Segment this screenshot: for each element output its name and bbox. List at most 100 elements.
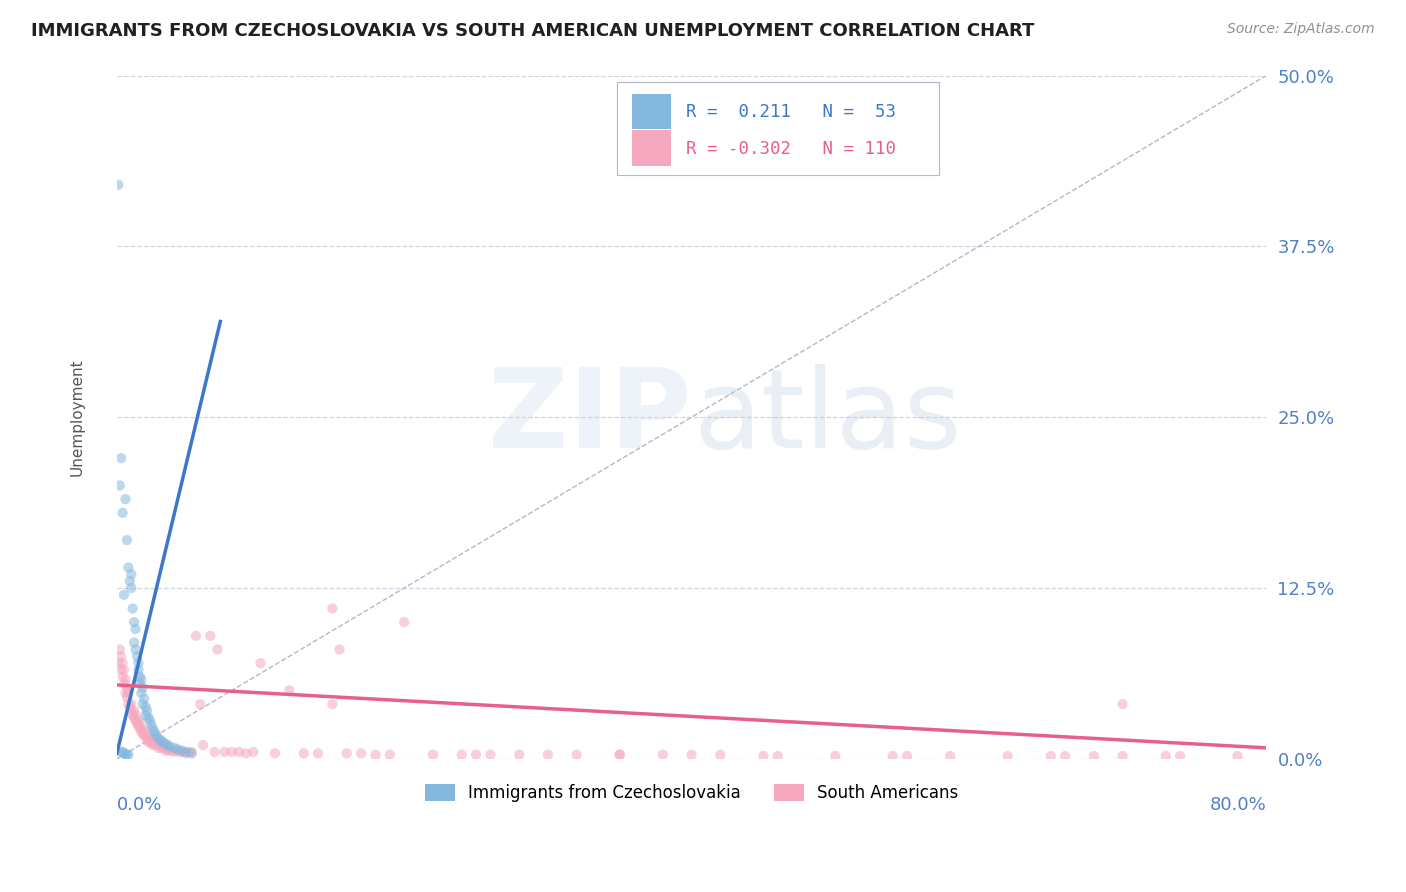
Point	[997, 749, 1019, 764]
Point	[124, 714, 146, 728]
Point	[115, 690, 138, 705]
Point	[112, 676, 135, 690]
Point	[152, 735, 174, 749]
Point	[321, 697, 343, 711]
Point	[153, 740, 176, 755]
Point	[122, 615, 145, 629]
Point	[139, 714, 162, 728]
Point	[207, 642, 229, 657]
Point	[114, 747, 136, 762]
Point	[150, 740, 173, 755]
Point	[235, 747, 257, 761]
Point	[120, 581, 142, 595]
Point	[824, 749, 846, 764]
Point	[138, 730, 160, 744]
Point	[117, 747, 139, 762]
Point	[149, 738, 172, 752]
Point	[124, 642, 146, 657]
Point	[156, 740, 179, 755]
Point	[111, 656, 134, 670]
Point	[135, 724, 157, 739]
Point	[321, 601, 343, 615]
Point	[142, 732, 165, 747]
Point	[1054, 749, 1077, 764]
Point	[128, 676, 150, 690]
Point	[152, 738, 174, 752]
Text: R = -0.302   N = 110: R = -0.302 N = 110	[686, 140, 896, 158]
Point	[128, 670, 150, 684]
Text: 0.0%: 0.0%	[117, 797, 162, 814]
Point	[565, 747, 588, 762]
Point	[122, 704, 145, 718]
Text: ZIP: ZIP	[488, 364, 692, 471]
Point	[709, 747, 731, 762]
Point	[163, 745, 186, 759]
Point	[139, 732, 162, 747]
Point	[138, 711, 160, 725]
Point	[120, 567, 142, 582]
Point	[134, 691, 156, 706]
Point	[651, 747, 673, 762]
Point	[127, 719, 149, 733]
Point	[221, 745, 243, 759]
Point	[465, 747, 488, 762]
Text: Source: ZipAtlas.com: Source: ZipAtlas.com	[1227, 22, 1375, 37]
Point	[135, 730, 157, 744]
Point	[120, 697, 142, 711]
Point	[149, 732, 172, 747]
Point	[177, 745, 200, 759]
Point	[132, 722, 155, 736]
Point	[1226, 749, 1249, 764]
Point	[124, 708, 146, 723]
Point	[110, 451, 132, 466]
Point	[479, 747, 502, 762]
Point	[112, 588, 135, 602]
Point	[278, 683, 301, 698]
Point	[148, 740, 170, 755]
Point	[127, 656, 149, 670]
Point	[110, 649, 132, 664]
Point	[1039, 749, 1062, 764]
Point	[242, 745, 264, 759]
Point	[112, 663, 135, 677]
Point	[249, 656, 271, 670]
Point	[336, 747, 359, 761]
Point	[155, 743, 177, 757]
Point	[681, 747, 703, 762]
Point	[136, 732, 159, 747]
Point	[108, 642, 131, 657]
Point	[1111, 749, 1133, 764]
Point	[112, 747, 135, 761]
Point	[118, 574, 141, 588]
Point	[141, 735, 163, 749]
Point	[142, 738, 165, 752]
Point	[108, 478, 131, 492]
Point	[146, 735, 169, 749]
Point	[141, 717, 163, 731]
Point	[1154, 749, 1177, 764]
Point	[188, 697, 211, 711]
Point	[609, 747, 631, 762]
Point	[114, 673, 136, 687]
Point	[394, 615, 416, 629]
Point	[128, 716, 150, 731]
Text: 80.0%: 80.0%	[1209, 797, 1267, 814]
Point	[307, 747, 329, 761]
Point	[166, 743, 188, 757]
Point	[111, 670, 134, 684]
Point	[766, 749, 789, 764]
Point	[145, 738, 167, 752]
Point	[134, 727, 156, 741]
Point	[138, 735, 160, 749]
Point	[752, 749, 775, 764]
Point	[125, 716, 148, 731]
Point	[127, 714, 149, 728]
Point	[110, 745, 132, 759]
Point	[204, 745, 226, 759]
Point	[129, 724, 152, 739]
Point	[169, 745, 191, 759]
Point	[107, 178, 129, 192]
Point	[143, 724, 166, 739]
Point	[128, 722, 150, 736]
Point	[159, 739, 181, 754]
